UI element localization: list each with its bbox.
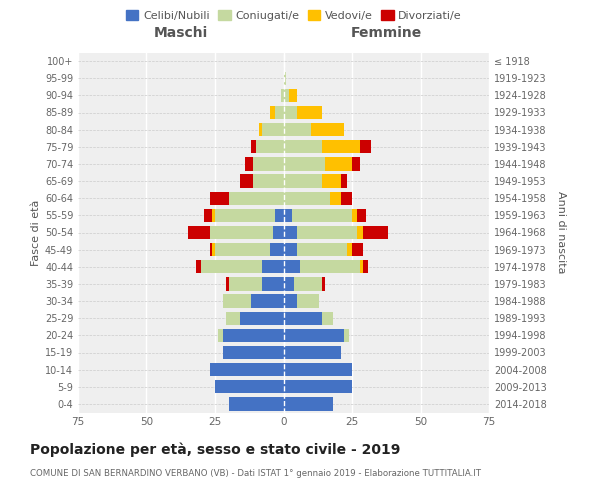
Bar (360, 260, 363, 274)
Bar (284, 328, 344, 342)
Bar (284, 106, 297, 119)
Bar (251, 140, 256, 153)
Bar (284, 208, 292, 222)
Bar (253, 157, 284, 170)
Bar (262, 123, 284, 136)
Bar (209, 192, 229, 205)
Bar (284, 294, 297, 308)
Bar (251, 294, 284, 308)
Bar (223, 346, 284, 359)
Bar (289, 88, 297, 102)
Bar (284, 123, 311, 136)
Bar (215, 208, 275, 222)
Bar (226, 277, 229, 290)
Bar (322, 140, 360, 153)
Bar (284, 397, 333, 410)
Bar (352, 208, 358, 222)
Bar (311, 123, 344, 136)
Bar (284, 363, 352, 376)
Bar (215, 243, 270, 256)
Bar (284, 192, 330, 205)
Bar (196, 260, 202, 274)
Bar (256, 140, 284, 153)
Bar (270, 243, 284, 256)
Text: Femmine: Femmine (350, 26, 422, 40)
Bar (215, 380, 284, 394)
Bar (322, 174, 341, 188)
Bar (239, 312, 284, 325)
Bar (209, 363, 284, 376)
Bar (363, 260, 368, 274)
Bar (229, 277, 262, 290)
Bar (253, 174, 284, 188)
Bar (281, 88, 284, 102)
Bar (284, 140, 322, 153)
Bar (284, 380, 352, 394)
Bar (209, 226, 272, 239)
Bar (292, 208, 352, 222)
Bar (245, 157, 253, 170)
Bar (360, 140, 371, 153)
Bar (297, 294, 319, 308)
Y-axis label: Fasce di età: Fasce di età (31, 200, 41, 266)
Bar (322, 312, 333, 325)
Bar (223, 294, 251, 308)
Bar (284, 157, 325, 170)
Bar (212, 208, 215, 222)
Bar (297, 226, 358, 239)
Bar (330, 192, 341, 205)
Bar (352, 243, 363, 256)
Bar (204, 208, 212, 222)
Bar (363, 226, 388, 239)
Bar (202, 260, 262, 274)
Bar (229, 397, 284, 410)
Bar (188, 226, 209, 239)
Bar (239, 174, 253, 188)
Bar (300, 260, 360, 274)
Bar (284, 312, 322, 325)
Bar (209, 243, 212, 256)
Text: Maschi: Maschi (154, 26, 208, 40)
Bar (259, 123, 262, 136)
Bar (223, 328, 284, 342)
Bar (262, 277, 284, 290)
Bar (284, 346, 341, 359)
Bar (297, 243, 347, 256)
Bar (218, 328, 223, 342)
Y-axis label: Anni di nascita: Anni di nascita (556, 191, 566, 274)
Bar (270, 106, 275, 119)
Bar (212, 243, 215, 256)
Bar (341, 174, 347, 188)
Bar (358, 208, 366, 222)
Bar (275, 106, 284, 119)
Bar (297, 106, 322, 119)
Bar (322, 277, 325, 290)
Bar (284, 243, 297, 256)
Bar (284, 260, 300, 274)
Bar (226, 312, 239, 325)
Legend: Celibi/Nubili, Coniugati/e, Vedovi/e, Divorziati/e: Celibi/Nubili, Coniugati/e, Vedovi/e, Di… (124, 8, 464, 23)
Bar (284, 88, 289, 102)
Bar (272, 226, 284, 239)
Bar (284, 277, 295, 290)
Text: COMUNE DI SAN BERNARDINO VERBANO (VB) - Dati ISTAT 1° gennaio 2019 - Elaborazion: COMUNE DI SAN BERNARDINO VERBANO (VB) - … (30, 469, 481, 478)
Bar (352, 157, 360, 170)
Bar (295, 277, 322, 290)
Bar (275, 208, 284, 222)
Bar (284, 174, 322, 188)
Bar (284, 72, 286, 85)
Bar (229, 192, 284, 205)
Bar (347, 243, 352, 256)
Bar (344, 328, 349, 342)
Text: Popolazione per età, sesso e stato civile - 2019: Popolazione per età, sesso e stato civil… (30, 442, 400, 457)
Bar (325, 157, 352, 170)
Bar (284, 226, 297, 239)
Bar (358, 226, 363, 239)
Bar (341, 192, 352, 205)
Bar (262, 260, 284, 274)
